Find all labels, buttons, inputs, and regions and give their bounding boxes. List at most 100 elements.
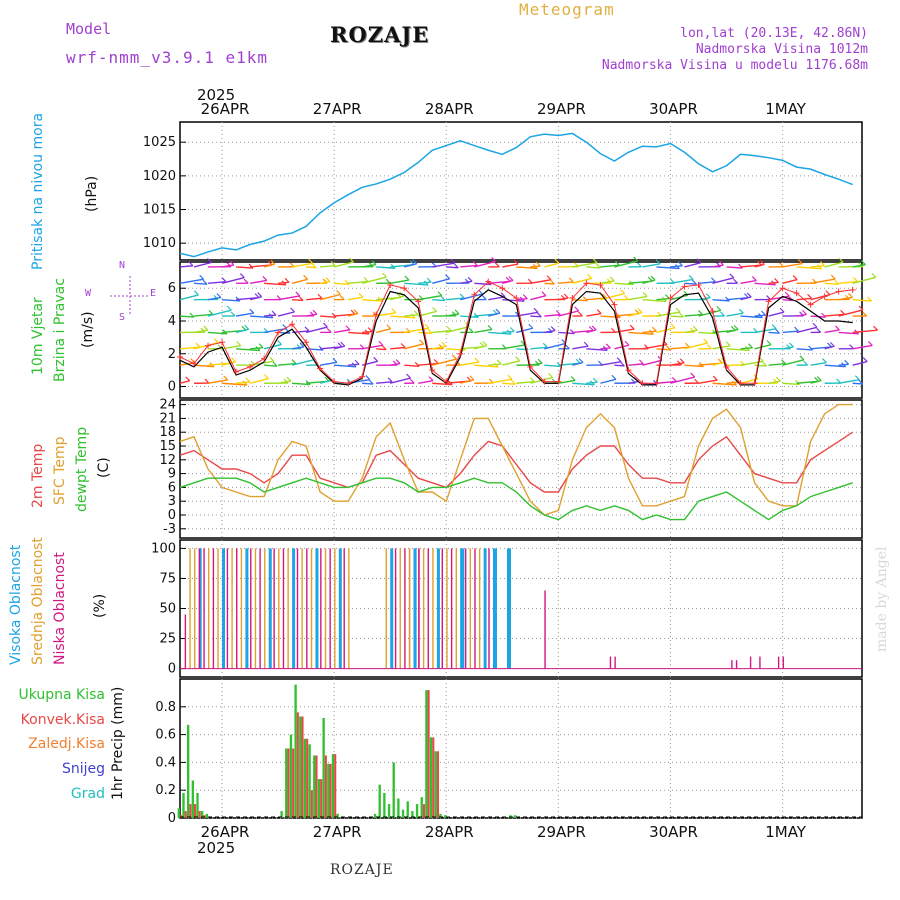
wind-barb-flag <box>838 257 844 263</box>
wind-barb-flag <box>825 290 831 296</box>
wind-barb <box>642 298 667 303</box>
wind-barb <box>656 266 680 270</box>
station-title: ROZAJE <box>330 22 430 47</box>
precip-total-bar <box>196 792 199 818</box>
precip-total-bar <box>378 784 381 818</box>
wind-barb <box>348 331 370 335</box>
wind-ytick-label: 4 <box>168 314 176 329</box>
wind-barb <box>838 309 864 317</box>
wind-barb-flag <box>381 272 387 278</box>
wind-barb <box>347 312 359 317</box>
wind-barb-flag <box>620 289 626 294</box>
wind-barb <box>824 364 846 368</box>
precip-total-bar <box>308 744 311 818</box>
wind-barb-flag <box>605 343 611 349</box>
wind-gust-point <box>611 301 618 308</box>
cloud-bar-low <box>777 656 780 669</box>
wind-barb-flag <box>611 374 617 380</box>
wind-barb-flag <box>616 357 622 363</box>
cloud-bar-mid <box>287 548 289 669</box>
wind-barb <box>698 296 711 301</box>
wind-gust-point <box>261 355 268 362</box>
wind-barb <box>277 311 295 317</box>
precip-frame <box>179 678 863 819</box>
wind-barb-flag <box>549 279 555 285</box>
wind-barb-flag <box>386 324 392 330</box>
wind-barb-flag <box>705 293 711 299</box>
wind-barb-flag <box>354 359 360 365</box>
wind-gust-point <box>205 342 212 349</box>
wind-barb <box>684 364 704 368</box>
wind-barb <box>376 311 397 317</box>
wind-barb <box>838 379 860 384</box>
cloud-bar-mid <box>301 548 303 669</box>
wind-barb <box>250 346 264 350</box>
wind-barb <box>698 281 716 284</box>
wind-barb-flag <box>541 291 547 297</box>
wind-barb <box>656 348 671 351</box>
wind-barb-flag <box>795 380 800 385</box>
temp-ytick-label: 6 <box>168 480 176 495</box>
wind-barb <box>446 325 470 334</box>
wind-barb-flag <box>762 361 767 367</box>
wind-barb-flag <box>853 277 858 283</box>
wind-gust-point <box>513 295 520 302</box>
precip-conv-bar <box>292 748 295 818</box>
wind-barb-flag <box>432 306 438 312</box>
wind-barb-flag <box>537 358 543 364</box>
precip-total-bar <box>280 811 283 818</box>
day-label-top: 30APR <box>649 100 698 118</box>
wind-barb-flag <box>437 291 443 297</box>
cloud-bar-low <box>250 548 252 669</box>
wind-barb-flag <box>243 278 249 284</box>
cloud-bar-low <box>782 656 784 669</box>
wind-barb <box>474 260 496 268</box>
temp-ytick-label: 12 <box>159 453 176 468</box>
wind-barb <box>193 261 212 268</box>
wind-barb-flag <box>482 341 488 347</box>
wind-barb-flag <box>629 324 635 330</box>
wind-barb-flag <box>563 293 569 299</box>
wind-barb <box>404 364 420 367</box>
wind-barb-flag <box>716 305 722 311</box>
wind-barb <box>193 329 208 334</box>
wind-barb <box>390 295 404 301</box>
wind-barb <box>782 262 803 268</box>
wind-barb <box>292 298 304 302</box>
wind-barb-flag <box>637 262 642 268</box>
precip-total-bar <box>429 737 433 818</box>
wind-barb <box>460 293 483 301</box>
day-label-bottom: 29APR <box>537 823 586 841</box>
wind-barb-flag <box>284 277 290 283</box>
wind-barb-flag <box>867 341 873 346</box>
precip-conv-bar <box>287 748 290 818</box>
wind-barb <box>768 281 779 284</box>
wind-gust-point <box>625 367 632 374</box>
wind-barb-flag <box>528 323 534 329</box>
temp-unit: (C) <box>96 457 112 478</box>
precip-conv-bar <box>189 804 192 818</box>
wind-barb <box>754 364 767 367</box>
wind-barb-flag <box>455 360 461 366</box>
pressure-ytick-label: 1025 <box>143 135 176 150</box>
wind-barb-flag <box>679 312 684 318</box>
day-label-top: 1MAY <box>765 100 807 118</box>
wind-barb-flag <box>508 276 514 282</box>
precip-conv-bar <box>310 790 313 818</box>
wind-barb <box>558 281 574 284</box>
wind-gust-point <box>709 308 716 315</box>
wind-barb <box>530 279 552 284</box>
precip-axis-label: 1hr Precip (mm) <box>110 686 126 800</box>
wind-barb-flag <box>491 257 497 262</box>
precip-total-bar <box>439 813 442 818</box>
wind-barb <box>502 344 526 350</box>
wind-barb-flag <box>248 263 254 269</box>
wind-barb-flag <box>337 342 343 348</box>
wind-barb <box>782 382 800 386</box>
wind-barb <box>404 282 429 286</box>
wind-barb <box>782 346 794 350</box>
wind-barb <box>502 360 520 366</box>
wind-barb <box>530 346 548 350</box>
wind-barb-flag <box>694 378 699 384</box>
wind-barb-flag <box>500 292 506 298</box>
